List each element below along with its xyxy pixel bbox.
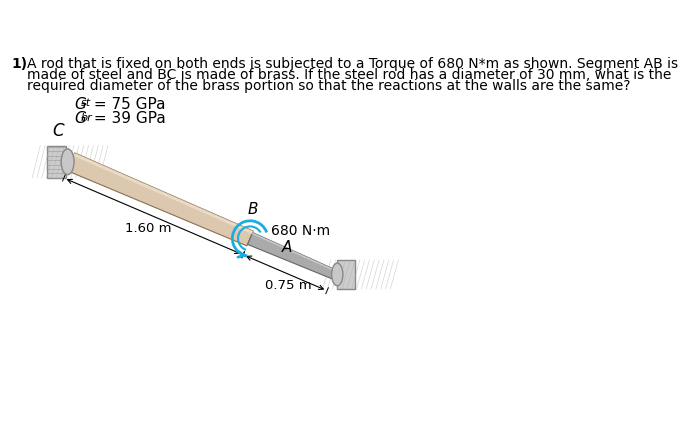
Text: 0.75 m: 0.75 m xyxy=(265,278,312,291)
Text: C: C xyxy=(52,122,64,140)
Text: B: B xyxy=(248,201,258,216)
Text: G: G xyxy=(74,96,86,112)
Text: 1): 1) xyxy=(11,57,27,71)
Text: required diameter of the brass portion so that the reactions at the walls are th: required diameter of the brass portion s… xyxy=(27,79,631,93)
Polygon shape xyxy=(248,233,336,279)
Text: 1.60 m: 1.60 m xyxy=(125,222,172,235)
Ellipse shape xyxy=(332,264,343,286)
Text: = 75 GPa: = 75 GPa xyxy=(88,96,165,112)
Polygon shape xyxy=(67,154,253,246)
Ellipse shape xyxy=(61,149,74,175)
Text: made of steel and BC is made of brass. If the steel rod has a diameter of 30 mm,: made of steel and BC is made of brass. I… xyxy=(27,67,672,81)
Text: G: G xyxy=(74,111,86,126)
Text: A rod that is fixed on both ends is subjected to a Torque of 680 N*m as shown. S: A rod that is fixed on both ends is subj… xyxy=(27,57,678,71)
Text: st: st xyxy=(80,98,90,108)
Polygon shape xyxy=(252,233,336,272)
FancyBboxPatch shape xyxy=(337,260,355,289)
Text: = 39 GPa: = 39 GPa xyxy=(88,111,165,126)
Text: br: br xyxy=(80,113,92,123)
FancyBboxPatch shape xyxy=(47,146,66,178)
Polygon shape xyxy=(74,154,253,234)
Text: A: A xyxy=(282,240,293,254)
Text: 680 N·m: 680 N·m xyxy=(271,224,330,238)
